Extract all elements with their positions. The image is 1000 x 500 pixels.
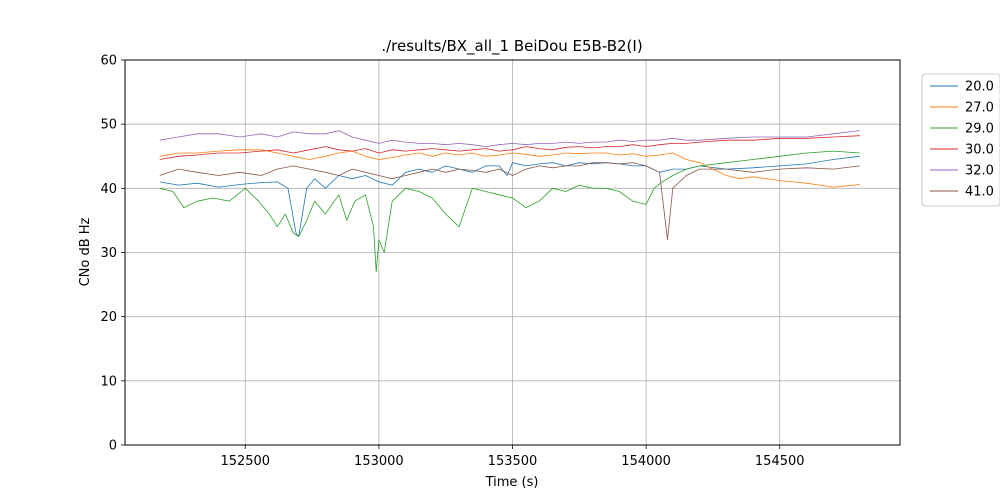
series-line-20.0 bbox=[159, 155, 860, 237]
legend-label-20.0: 20.0 bbox=[965, 80, 994, 95]
x-axis-label: Time (s) bbox=[485, 475, 539, 490]
y-tick-label-0: 0 bbox=[109, 439, 117, 454]
y-tick-label-5: 50 bbox=[100, 118, 117, 133]
series-line-29.0 bbox=[159, 150, 860, 273]
x-tick-label-0: 152500 bbox=[220, 454, 270, 469]
x-tick-label-2: 153500 bbox=[488, 454, 538, 469]
series-line-41.0 bbox=[159, 162, 860, 241]
y-tick-label-1: 10 bbox=[100, 374, 117, 389]
series-line-27.0 bbox=[159, 149, 860, 188]
legend-label-32.0: 32.0 bbox=[965, 164, 994, 179]
series-line-30.0 bbox=[159, 135, 860, 160]
y-tick-label-3: 30 bbox=[100, 246, 117, 261]
legend-label-27.0: 27.0 bbox=[965, 101, 994, 116]
x-tick-label-1: 153000 bbox=[354, 454, 404, 469]
series-lines bbox=[159, 130, 860, 273]
legend-label-29.0: 29.0 bbox=[965, 122, 994, 137]
y-tick-label-2: 20 bbox=[100, 310, 117, 325]
legend-label-41.0: 41.0 bbox=[965, 185, 994, 200]
x-tick-label-3: 154000 bbox=[621, 454, 671, 469]
legend: 20.0 27.0 29.0 30.0 32.0 41.0 bbox=[921, 73, 1000, 207]
chart-title: ./results/BX_all_1 BeiDou E5B-B2(I) bbox=[381, 37, 642, 56]
x-tick-label-4: 154500 bbox=[755, 454, 805, 469]
series-line-32.0 bbox=[159, 130, 860, 148]
y-tick-label-6: 60 bbox=[100, 54, 117, 69]
y-axis-label: CNo dB Hz bbox=[78, 217, 93, 286]
y-axis-ticks: 0 10 20 30 40 50 60 bbox=[100, 54, 125, 454]
x-axis-ticks: 152500 153000 153500 154000 154500 bbox=[220, 445, 805, 469]
legend-label-30.0: 30.0 bbox=[965, 143, 994, 158]
y-tick-label-4: 40 bbox=[100, 182, 117, 197]
